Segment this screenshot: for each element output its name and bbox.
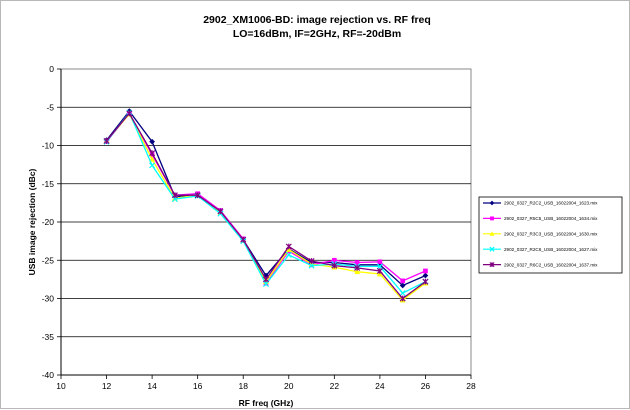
- data-point: [240, 236, 247, 243]
- x-tick-label: 10: [56, 381, 66, 391]
- y-tick-label: -5: [46, 102, 54, 112]
- data-point: [423, 268, 428, 274]
- x-tick-label: 22: [330, 381, 340, 391]
- x-tick-label: 24: [375, 381, 385, 391]
- data-point: [217, 208, 224, 215]
- data-point: [308, 257, 315, 265]
- y-tick-label: -30: [42, 294, 55, 304]
- data-point: [171, 192, 178, 199]
- y-tick-label: -20: [42, 217, 55, 227]
- x-tick-label: 12: [102, 381, 112, 391]
- y-tick-label: -25: [42, 255, 55, 265]
- x-tick-label: 18: [238, 381, 248, 391]
- data-point: [308, 262, 315, 269]
- data-point: [332, 257, 337, 263]
- data-point: [376, 267, 383, 274]
- series-4: [103, 109, 429, 297]
- y-tick-label: 0: [49, 64, 54, 74]
- data-point: [285, 243, 292, 250]
- data-point: [149, 150, 156, 157]
- legend-marker: [489, 231, 495, 236]
- data-point: [331, 262, 338, 269]
- data-point: [422, 278, 429, 285]
- legend-marker: [490, 216, 494, 221]
- legend-box: [478, 196, 623, 274]
- data-point: [149, 156, 156, 162]
- y-axis-title: USB image rejection (dBc): [27, 168, 37, 275]
- legend-label: 2902_0327_R3C3_USB_16022004_1630.mix: [504, 232, 598, 237]
- legend-label: 2902_0327_R6C2_USB_16022004_1637.mix: [504, 262, 598, 267]
- legend-marker: [489, 246, 495, 252]
- chart-title-line-1: 2902_XM1006-BD: image rejection vs. RF f…: [203, 14, 431, 26]
- legend-label: 2902_0327_R5C5_USB_16022004_1634.mix: [504, 216, 598, 221]
- legend-item: 2902_0327_R6C2_USB_16022004_1637.mix: [483, 262, 598, 267]
- x-tick-label: 26: [421, 381, 431, 391]
- data-point: [354, 260, 360, 265]
- data-point: [354, 268, 361, 275]
- legend-item: 2902_0327_R3C3_USB_16022004_1630.mix: [483, 231, 598, 237]
- data-point: [262, 280, 270, 287]
- data-point: [103, 137, 110, 144]
- data-point: [376, 263, 383, 270]
- y-tick-label: -40: [42, 370, 55, 380]
- data-point: [400, 278, 405, 284]
- series-line: [106, 112, 426, 285]
- legend-item: 2902_0327_R5C5_USB_16022004_1634.mix: [483, 216, 598, 221]
- x-tick-label: 28: [466, 381, 476, 391]
- series-2: [104, 111, 428, 286]
- x-tick-label: 14: [147, 381, 157, 391]
- legend-label: 2902_0327_R2C2_USB_16022004_1623.mix: [504, 201, 598, 206]
- series-5: [103, 110, 429, 302]
- y-tick-label: -35: [42, 332, 55, 342]
- legend-label: 2902_0327_R2C6_USB_16022004_1627.mix: [504, 247, 598, 252]
- series-line: [106, 110, 426, 287]
- x-tick-label: 20: [284, 381, 294, 391]
- y-tick-label: -10: [42, 141, 55, 151]
- data-point: [399, 295, 406, 302]
- legend-marker: [489, 262, 495, 268]
- data-point: [377, 259, 383, 265]
- data-point: [126, 110, 133, 117]
- series-layer: [103, 108, 429, 303]
- data-point: [149, 138, 156, 145]
- series-line: [106, 111, 426, 294]
- data-point: [149, 162, 156, 169]
- chart-title-line-2: LO=16dBm, IF=2GHz, RF=-20dBm: [233, 28, 401, 40]
- legend-marker: [489, 200, 495, 206]
- y-tick-label: -15: [42, 179, 55, 189]
- data-point: [285, 251, 292, 258]
- data-point: [194, 192, 201, 199]
- x-tick-label: 16: [193, 381, 203, 391]
- x-axis-title: RF freq (GHz): [239, 398, 294, 408]
- data-point: [422, 272, 429, 279]
- data-point: [354, 264, 361, 271]
- data-point: [262, 276, 270, 283]
- legend: 2902_0327_R2C2_USB_16022004_1623.mix 2902…: [478, 196, 623, 274]
- data-point: [399, 282, 406, 289]
- legend-item: 2902_0327_R2C6_USB_16022004_1627.mix: [483, 246, 598, 252]
- grid-lines: [61, 106, 471, 338]
- data-point: [399, 290, 406, 297]
- legend-item: 2902_0327_R2C2_USB_16022004_1623.mix: [483, 200, 598, 206]
